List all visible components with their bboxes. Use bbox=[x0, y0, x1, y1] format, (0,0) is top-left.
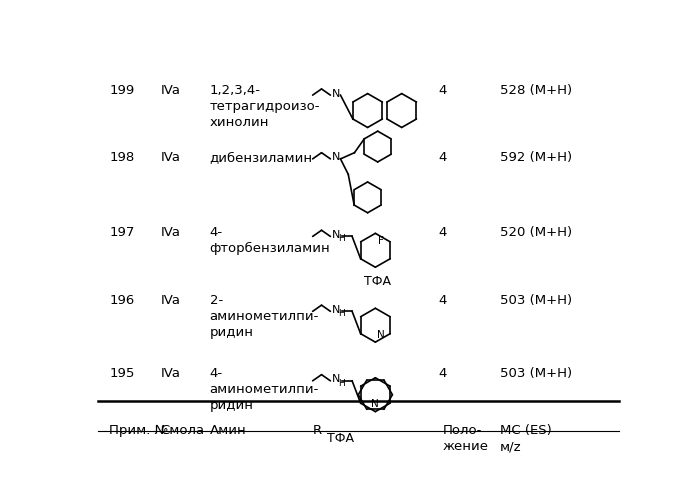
Text: 195: 195 bbox=[109, 367, 134, 380]
Text: 2-
аминометилпи-
ридин: 2- аминометилпи- ридин bbox=[209, 295, 319, 339]
Text: H: H bbox=[338, 234, 345, 243]
Text: N: N bbox=[332, 230, 340, 240]
Text: 1,2,3,4-
тетрагидроизо-
хинолин: 1,2,3,4- тетрагидроизо- хинолин bbox=[209, 84, 320, 129]
Text: МС (ES)
м/z: МС (ES) м/z bbox=[500, 424, 552, 453]
Text: ТФА: ТФА bbox=[364, 275, 391, 288]
Text: H: H bbox=[338, 378, 345, 388]
Text: 503 (M+H): 503 (M+H) bbox=[500, 367, 572, 380]
Text: Поло-
жение: Поло- жение bbox=[443, 424, 489, 453]
Text: 199: 199 bbox=[109, 84, 134, 97]
Text: Амин: Амин bbox=[209, 424, 246, 437]
Text: IVa: IVa bbox=[161, 84, 181, 97]
Text: 592 (M+H): 592 (M+H) bbox=[500, 151, 572, 164]
Text: 4-
аминометилпи-
ридин: 4- аминометилпи- ридин bbox=[209, 367, 319, 412]
Text: Смола: Смола bbox=[161, 424, 205, 437]
Text: 4: 4 bbox=[439, 151, 447, 164]
Text: ТФА: ТФА bbox=[327, 433, 354, 445]
Text: 197: 197 bbox=[109, 226, 134, 239]
Text: Прим. №: Прим. № bbox=[109, 424, 169, 437]
Text: R: R bbox=[313, 424, 322, 437]
Text: 198: 198 bbox=[109, 151, 134, 164]
Text: N: N bbox=[332, 305, 340, 315]
Text: N: N bbox=[332, 152, 340, 162]
Text: IVa: IVa bbox=[161, 151, 181, 164]
Text: N: N bbox=[372, 399, 379, 409]
Text: N: N bbox=[377, 330, 385, 340]
Text: N: N bbox=[332, 89, 340, 99]
Text: N: N bbox=[332, 374, 340, 384]
Text: 4: 4 bbox=[439, 84, 447, 97]
Text: F: F bbox=[378, 237, 384, 247]
Text: 528 (M+H): 528 (M+H) bbox=[500, 84, 572, 97]
Text: 196: 196 bbox=[109, 295, 134, 308]
Text: 520 (M+H): 520 (M+H) bbox=[500, 226, 572, 239]
Text: IVa: IVa bbox=[161, 226, 181, 239]
Text: дибензиламин: дибензиламин bbox=[209, 151, 313, 164]
Text: IVa: IVa bbox=[161, 367, 181, 380]
Text: 4: 4 bbox=[439, 226, 447, 239]
Text: 4-
фторбензиламин: 4- фторбензиламин bbox=[209, 226, 330, 255]
Text: H: H bbox=[338, 309, 345, 318]
Text: 4: 4 bbox=[439, 367, 447, 380]
Text: 4: 4 bbox=[439, 295, 447, 308]
Text: IVa: IVa bbox=[161, 295, 181, 308]
Text: 503 (M+H): 503 (M+H) bbox=[500, 295, 572, 308]
